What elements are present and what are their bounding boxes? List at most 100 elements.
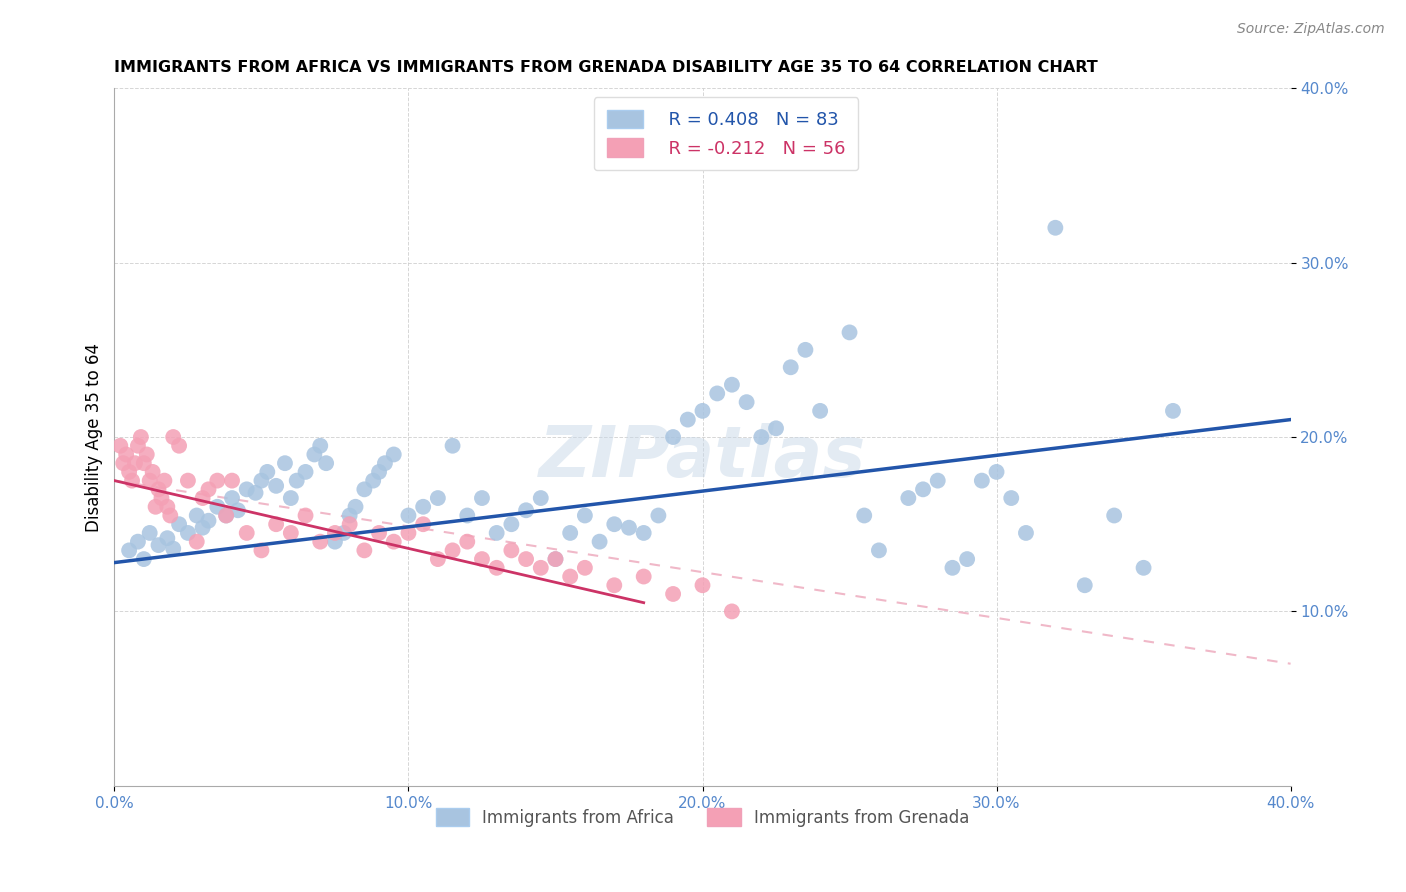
Point [118, 465, 141, 479]
Point [471, 552, 494, 566]
Point [162, 541, 184, 556]
Point [353, 543, 375, 558]
Point [142, 465, 165, 479]
Point [280, 525, 302, 540]
Point [412, 500, 434, 514]
Point [1132, 561, 1154, 575]
Point [735, 395, 758, 409]
Point [530, 561, 553, 575]
Point [1074, 578, 1097, 592]
Point [294, 508, 316, 523]
Point [676, 412, 699, 426]
Point [264, 479, 287, 493]
Point [250, 543, 273, 558]
Point [162, 430, 184, 444]
Point [426, 491, 449, 505]
Point [794, 343, 817, 357]
Point [135, 447, 157, 461]
Point [191, 491, 214, 505]
Point [721, 604, 744, 618]
Point [382, 534, 405, 549]
Point [441, 543, 464, 558]
Point [235, 525, 257, 540]
Point [361, 474, 384, 488]
Point [167, 439, 190, 453]
Point [304, 447, 326, 461]
Point [853, 508, 876, 523]
Point [323, 525, 346, 540]
Point [868, 543, 890, 558]
Point [779, 360, 801, 375]
Point [382, 447, 405, 461]
Point [970, 474, 993, 488]
Point [115, 447, 138, 461]
Point [692, 404, 714, 418]
Point [765, 421, 787, 435]
Point [121, 474, 143, 488]
Point [501, 517, 523, 532]
Point [221, 474, 243, 488]
Point [662, 587, 685, 601]
Point [110, 439, 132, 453]
Point [574, 508, 596, 523]
Point [956, 552, 979, 566]
Point [353, 483, 375, 497]
Point [207, 500, 229, 514]
Point [112, 456, 135, 470]
Text: ZIPatlas: ZIPatlas [538, 424, 866, 492]
Point [412, 517, 434, 532]
Point [127, 439, 149, 453]
Point [544, 552, 567, 566]
Point [838, 326, 860, 340]
Point [153, 474, 176, 488]
Point [633, 525, 655, 540]
Point [150, 491, 173, 505]
Point [617, 521, 640, 535]
Point [647, 508, 669, 523]
Point [156, 531, 179, 545]
Point [749, 430, 772, 444]
Point [603, 517, 626, 532]
Point [186, 534, 208, 549]
Point [148, 538, 170, 552]
Text: IMMIGRANTS FROM AFRICA VS IMMIGRANTS FROM GRENADA DISABILITY AGE 35 TO 64 CORREL: IMMIGRANTS FROM AFRICA VS IMMIGRANTS FRO… [114, 60, 1098, 75]
Point [986, 465, 1008, 479]
Point [1015, 525, 1038, 540]
Point [1045, 220, 1067, 235]
Point [1000, 491, 1022, 505]
Point [280, 491, 302, 505]
Point [1102, 508, 1125, 523]
Point [456, 534, 478, 549]
Point [145, 500, 167, 514]
Point [124, 456, 146, 470]
Point [167, 517, 190, 532]
Point [515, 503, 537, 517]
Point [256, 465, 278, 479]
Point [132, 456, 155, 470]
Point [1161, 404, 1184, 418]
Point [398, 525, 420, 540]
Point [235, 483, 257, 497]
Point [441, 439, 464, 453]
Point [808, 404, 831, 418]
Point [309, 439, 332, 453]
Point [530, 491, 553, 505]
Point [633, 569, 655, 583]
Point [138, 525, 160, 540]
Point [471, 491, 494, 505]
Point [138, 474, 160, 488]
Point [912, 483, 935, 497]
Point [721, 377, 744, 392]
Point [250, 474, 273, 488]
Point [941, 561, 963, 575]
Point [398, 508, 420, 523]
Point [264, 517, 287, 532]
Point [156, 500, 179, 514]
Point [456, 508, 478, 523]
Point [221, 491, 243, 505]
Point [897, 491, 920, 505]
Point [560, 525, 582, 540]
Point [485, 561, 508, 575]
Point [927, 474, 949, 488]
Point [333, 525, 356, 540]
